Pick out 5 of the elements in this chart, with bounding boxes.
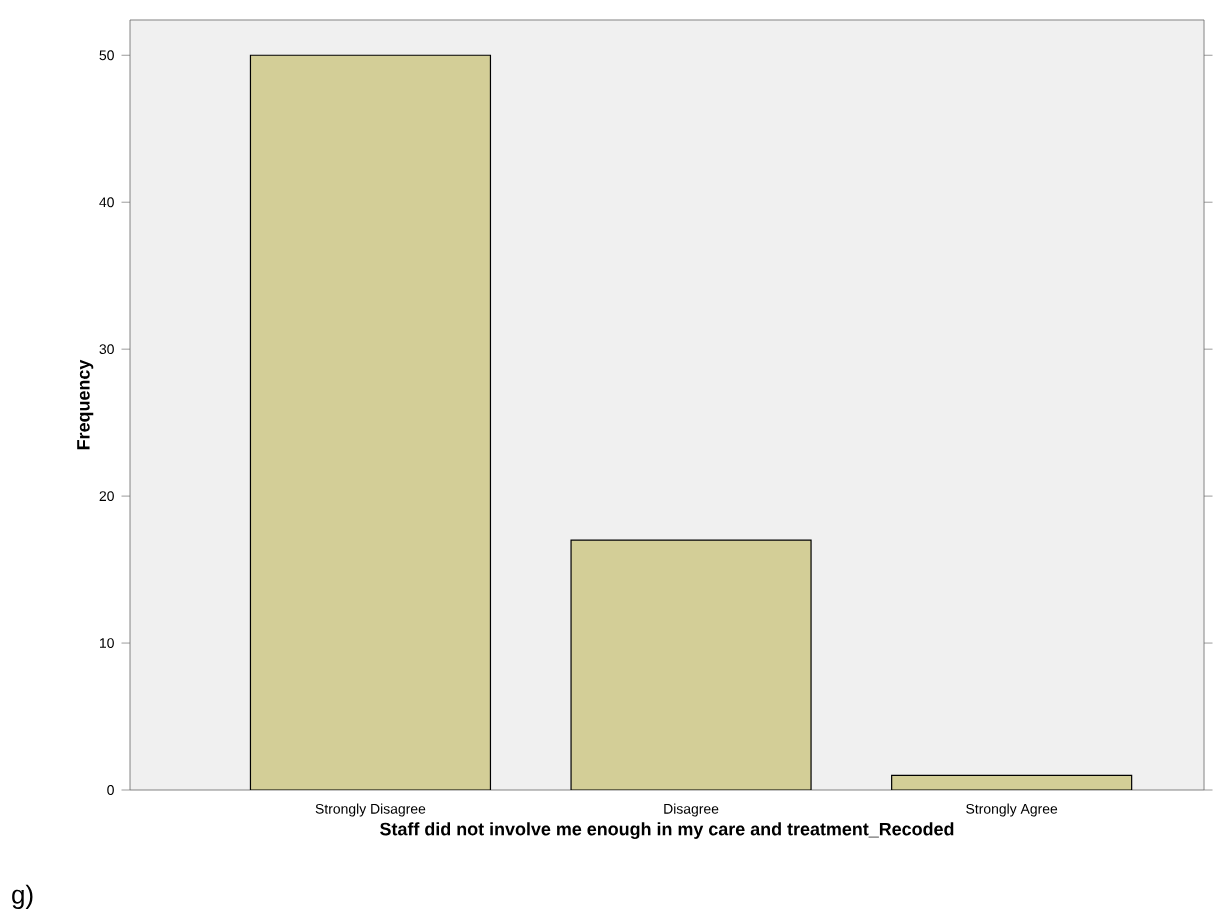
x-axis-title: Staff did not involve me enough in my care and treatment_Recoded	[380, 822, 954, 840]
bar	[570, 539, 812, 790]
bar	[249, 54, 492, 790]
text: g)	[12, 884, 33, 909]
y-axis-title: Frequency	[77, 359, 94, 450]
